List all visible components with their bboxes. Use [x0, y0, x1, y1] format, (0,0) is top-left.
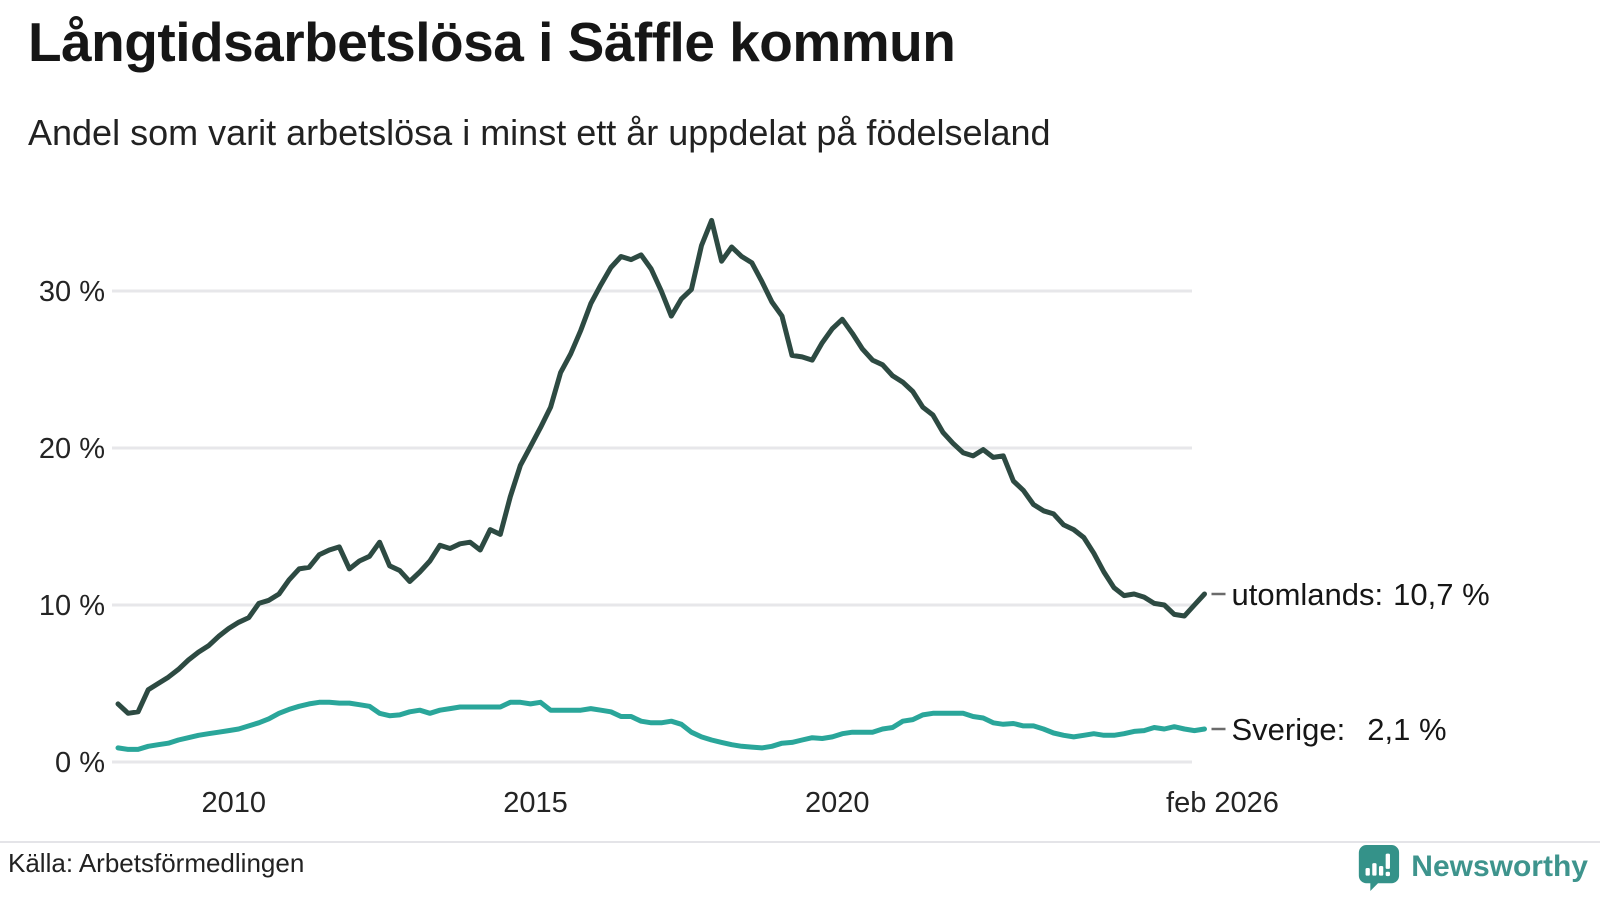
x-tick-label: 2010 [201, 787, 266, 819]
y-tick-label: 30 % [39, 276, 105, 308]
series-line-utomlands [115, 217, 1207, 716]
brand-name: Newsworthy [1411, 850, 1588, 883]
brand-lockup: Newsworthy [1355, 843, 1588, 891]
source-label: Källa: Arbetsförmedlingen [8, 848, 305, 878]
x-tick-label: 2015 [503, 787, 568, 819]
series-label-Sverige: Sverige: 2,1 % [1232, 712, 1447, 747]
footer-divider [0, 841, 1600, 843]
x-tick-label: feb 2026 [1166, 787, 1279, 819]
series-label-utomlands: utomlands: 10,7 % [1232, 577, 1490, 612]
x-tick-label: 2020 [805, 787, 870, 819]
y-tick-label: 20 % [39, 433, 105, 465]
newsworthy-logo-icon [1359, 844, 1400, 891]
page-title: Långtidsarbetslösa i Säffle kommun [28, 11, 956, 73]
y-tick-label: 10 % [39, 590, 105, 622]
page-subtitle: Andel som varit arbetslösa i minst ett å… [28, 112, 1051, 153]
series-line-Sverige [115, 699, 1207, 752]
y-tick-label: 0 % [55, 747, 105, 779]
